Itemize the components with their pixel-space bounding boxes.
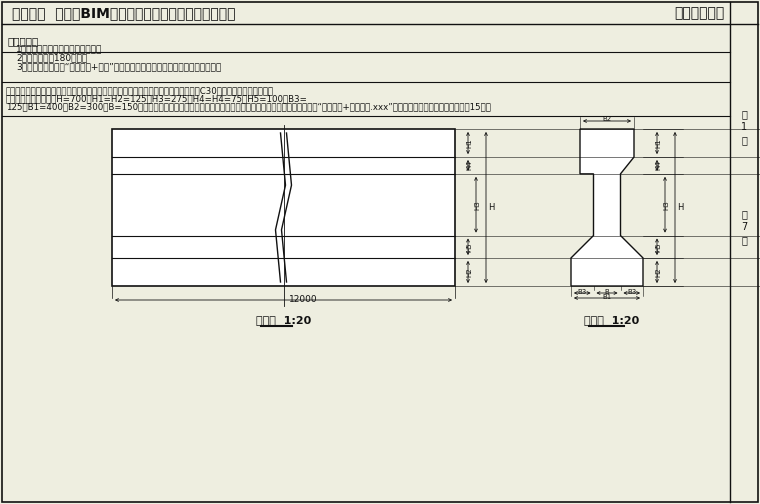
Text: 1: 1: [741, 122, 747, 132]
Text: 第十二期  「全国BIM技能等级考试」二级（结构）试题: 第十二期 「全国BIM技能等级考试」二级（结构）试题: [12, 6, 236, 20]
Text: H5: H5: [655, 242, 661, 251]
Text: H1: H1: [466, 138, 472, 148]
Text: B3: B3: [578, 289, 587, 295]
Text: 第: 第: [741, 109, 747, 119]
Text: H2: H2: [655, 267, 661, 277]
Text: 125，B1=400，B2=300，B=150，同时应对各参数进行约束，确保细部参数总和等于总体尺寸参数。请将模型以“混凝土梁+考生姓名.xxx”为文件名保存到: 125，B1=400，B2=300，B=150，同时应对各参数进行约束，确保细部…: [6, 102, 491, 111]
Text: 2．考试时间：180分钟；: 2．考试时间：180分钟；: [16, 53, 87, 62]
Text: H4: H4: [655, 161, 661, 170]
Bar: [112, 129, 455, 286]
Text: 7: 7: [741, 222, 747, 232]
Text: 称。各参数默认值为：H=700，H1=H2=125，H3=275，H4=H4=75，H5=100，B3=: 称。各参数默认值为：H=700，H1=H2=125，H3=275，H4=H4=7…: [6, 94, 308, 103]
Text: 侧视图  1:20: 侧视图 1:20: [584, 315, 640, 325]
Text: B1: B1: [603, 294, 612, 300]
Text: 一、根据如下混凝土梁正视图与侧视图，建立混凝土梁构件参数化模板，混凝土强度取C30，并如图设置相应参数名: 一、根据如下混凝土梁正视图与侧视图，建立混凝土梁构件参数化模板，混凝土强度取C3…: [6, 86, 274, 95]
Text: 考试要求：: 考试要求：: [8, 36, 40, 46]
Text: H5: H5: [466, 242, 472, 251]
Text: H: H: [677, 203, 683, 212]
Text: B: B: [605, 289, 610, 295]
Text: H: H: [488, 203, 494, 212]
Text: 1．考试方式：计算机操作，闭卷；: 1．考试方式：计算机操作，闭卷；: [16, 44, 103, 53]
Text: H3: H3: [474, 200, 480, 210]
Polygon shape: [571, 129, 643, 286]
Text: 页: 页: [741, 135, 747, 145]
Text: B3: B3: [627, 289, 636, 295]
Text: H3: H3: [663, 200, 669, 210]
Text: 中国图学学会: 中国图学学会: [675, 6, 725, 20]
Text: 12000: 12000: [290, 294, 318, 303]
Text: H4: H4: [466, 161, 472, 170]
Text: H2: H2: [466, 267, 472, 277]
Text: 共: 共: [741, 209, 747, 219]
Text: 3．新建文件夹，以“准考证号+姓名”命名，用于存放本次考试中生成的全部文件。: 3．新建文件夹，以“准考证号+姓名”命名，用于存放本次考试中生成的全部文件。: [16, 62, 221, 72]
Text: H1: H1: [655, 138, 661, 148]
Text: 正视图  1:20: 正视图 1:20: [256, 315, 311, 325]
Text: B2: B2: [603, 116, 612, 122]
Text: 页: 页: [741, 235, 747, 245]
